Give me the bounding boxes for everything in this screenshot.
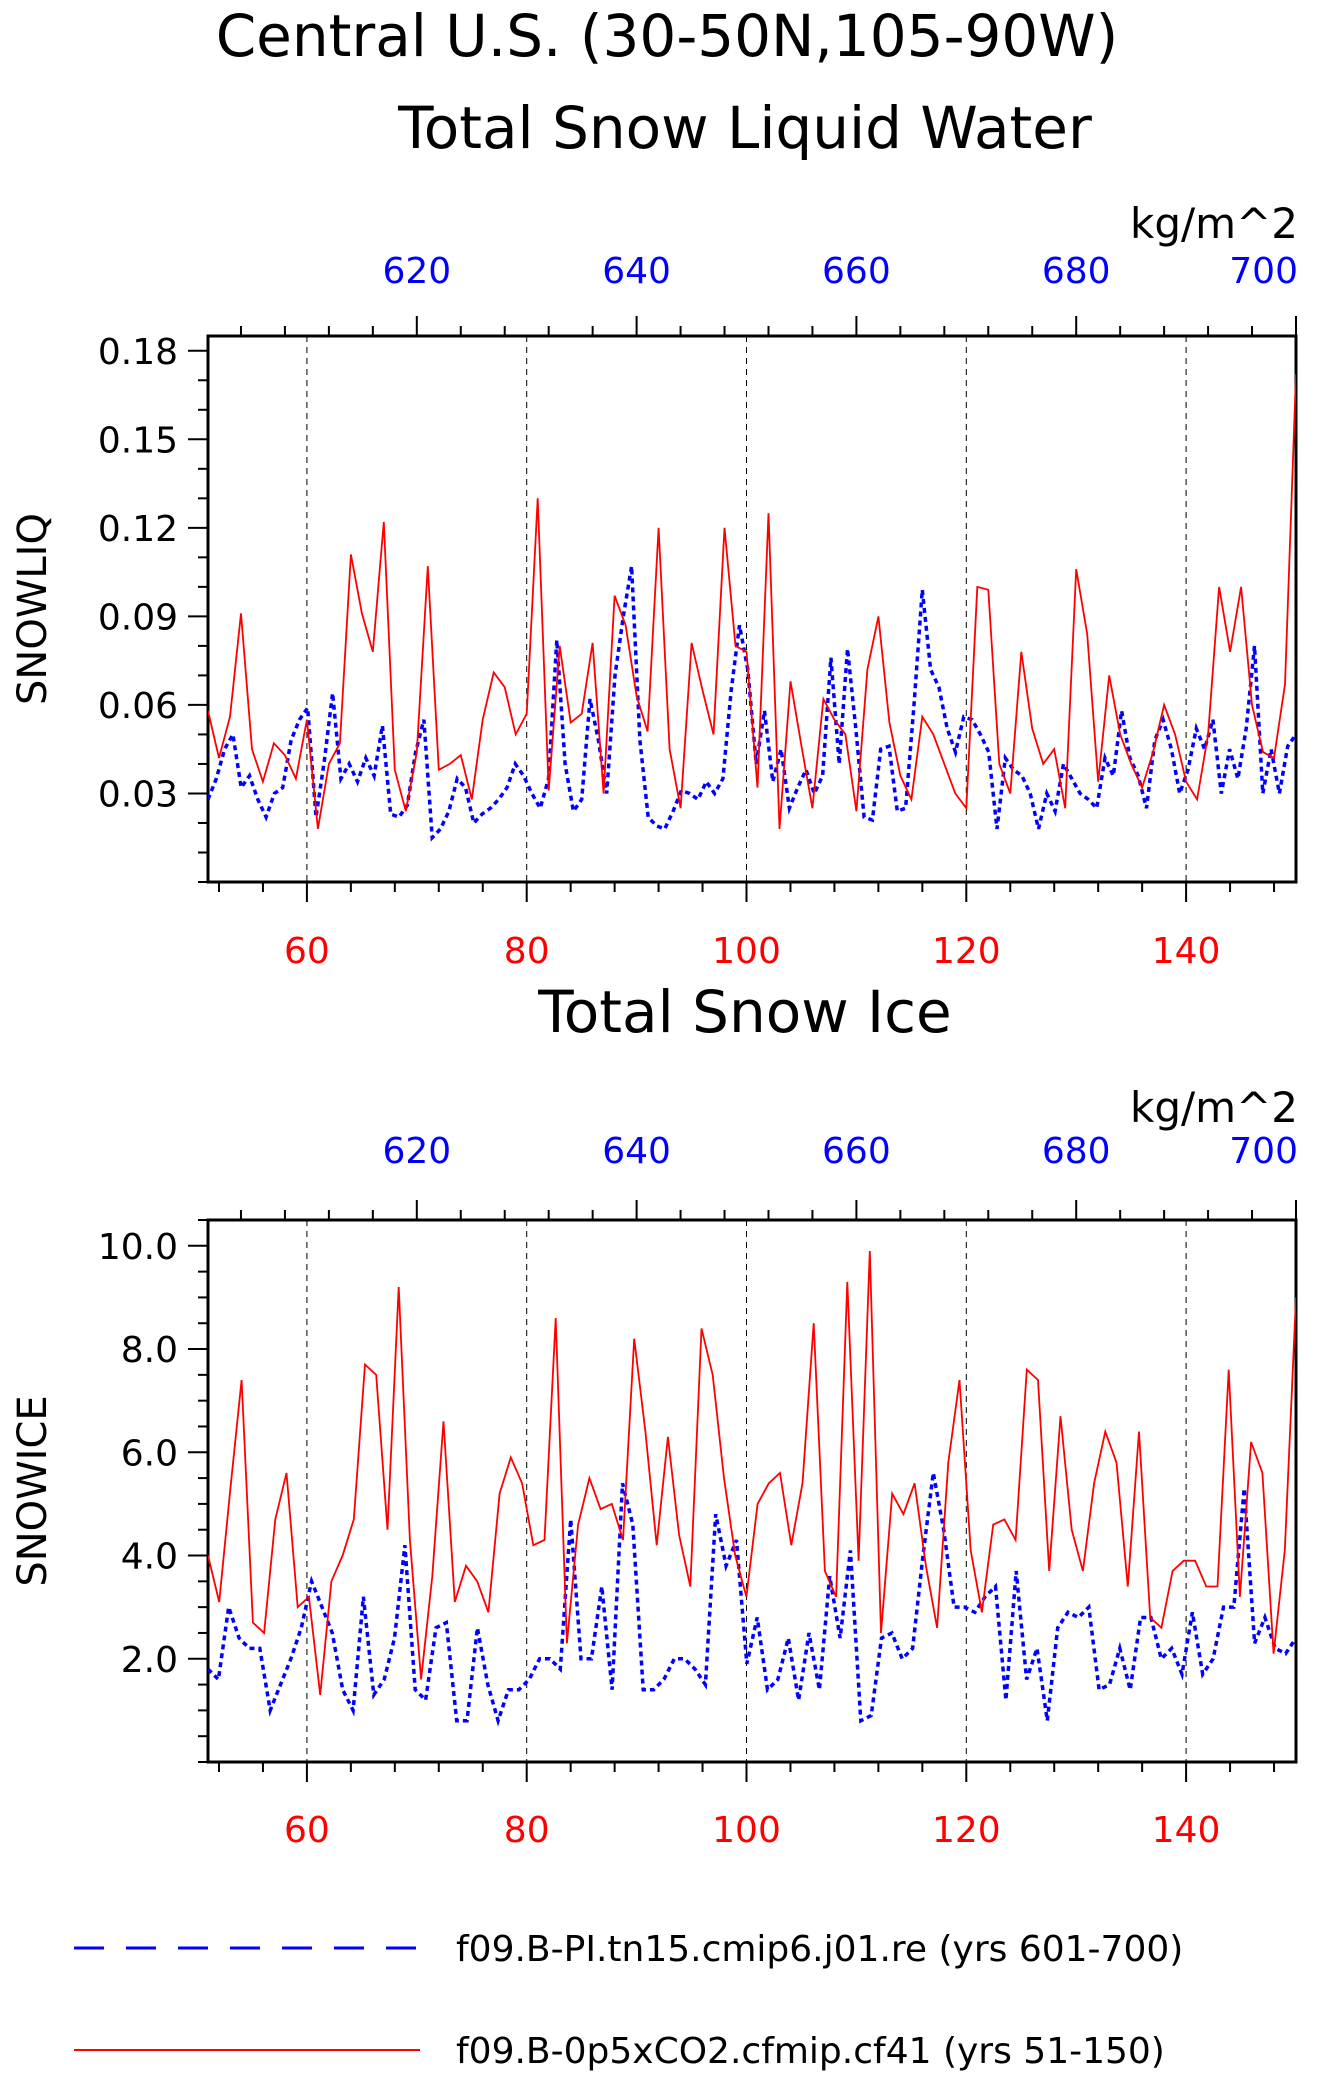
y-tick-label: 8.0 [121, 1330, 178, 1371]
x-bottom-tick-label: 120 [932, 931, 1001, 972]
chart-snowliq: Total Snow Liquid Water kg/m^2 SNOWLIQ 0.03… [10, 94, 1298, 972]
x-top-tick-label: 640 [602, 251, 671, 292]
legend: f09.B-PI.tn15.cmip6.j01.re (yrs 601-700)… [74, 1929, 1183, 2072]
y-tick-label: 0.18 [98, 332, 178, 373]
x-top-tick-label: 660 [822, 1131, 891, 1172]
x-top-tick-label: 620 [382, 1131, 451, 1172]
y-tick-label: 0.03 [98, 774, 178, 815]
x-bottom-tick-label: 80 [504, 931, 550, 972]
figure-title: Central U.S. (30-50N,105-90W) [216, 2, 1119, 70]
chart-title: Total Snow Ice [537, 978, 952, 1046]
x-top-tick-label: 680 [1042, 1131, 1111, 1172]
x-bottom-tick-label: 120 [932, 1810, 1001, 1851]
x-top-tick-label: 700 [1229, 1131, 1298, 1172]
x-bottom-tick-label: 60 [284, 1810, 330, 1851]
y-tick-label: 0.06 [98, 686, 178, 727]
x-bottom-tick-label: 140 [1152, 931, 1221, 972]
series-line-red [208, 374, 1296, 830]
y-axis-label: SNOWLIQ [10, 513, 56, 705]
y-tick-label: 0.12 [98, 509, 178, 550]
legend-label: f09.B-0p5xCO2.cfmip.cf41 (yrs 51-150) [456, 2031, 1165, 2072]
x-top-tick-label: 680 [1042, 251, 1111, 292]
x-top-tick-label: 640 [602, 1131, 671, 1172]
chart-title: Total Snow Liquid Water [397, 94, 1092, 162]
y-tick-label: 10.0 [98, 1227, 178, 1268]
x-bottom-tick-label: 80 [504, 1810, 550, 1851]
x-bottom-tick-label: 100 [712, 931, 781, 972]
x-bottom-tick-label: 140 [1152, 1810, 1221, 1851]
plot-frame [206, 334, 1298, 884]
series-line-blue [208, 1472, 1296, 1727]
x-top-tick-label: 660 [822, 251, 891, 292]
series-line-red [208, 1250, 1296, 1696]
y-tick-label: 0.09 [98, 597, 178, 638]
y-tick-label: 6.0 [121, 1433, 178, 1474]
legend-label: f09.B-PI.tn15.cmip6.j01.re (yrs 601-700) [456, 1929, 1183, 1970]
x-top-tick-label: 620 [382, 251, 451, 292]
y-axis-label: SNOWICE [10, 1395, 56, 1586]
y-tick-label: 4.0 [121, 1537, 178, 1578]
x-bottom-tick-label: 60 [284, 931, 330, 972]
y-tick-label: 2.0 [121, 1640, 178, 1681]
y-tick-label: 0.15 [98, 420, 178, 461]
plot-frame [206, 1218, 1298, 1764]
chart-snowice: Total Snow Ice kg/m^2 SNOWICE 2.0 4.0 6.0 8.0 1… [10, 978, 1298, 1851]
x-top-tick-label: 700 [1229, 251, 1298, 292]
x-bottom-tick-label: 100 [712, 1810, 781, 1851]
series-line-blue [208, 565, 1296, 842]
units-label: kg/m^2 [1130, 199, 1298, 248]
units-label: kg/m^2 [1130, 1083, 1298, 1132]
